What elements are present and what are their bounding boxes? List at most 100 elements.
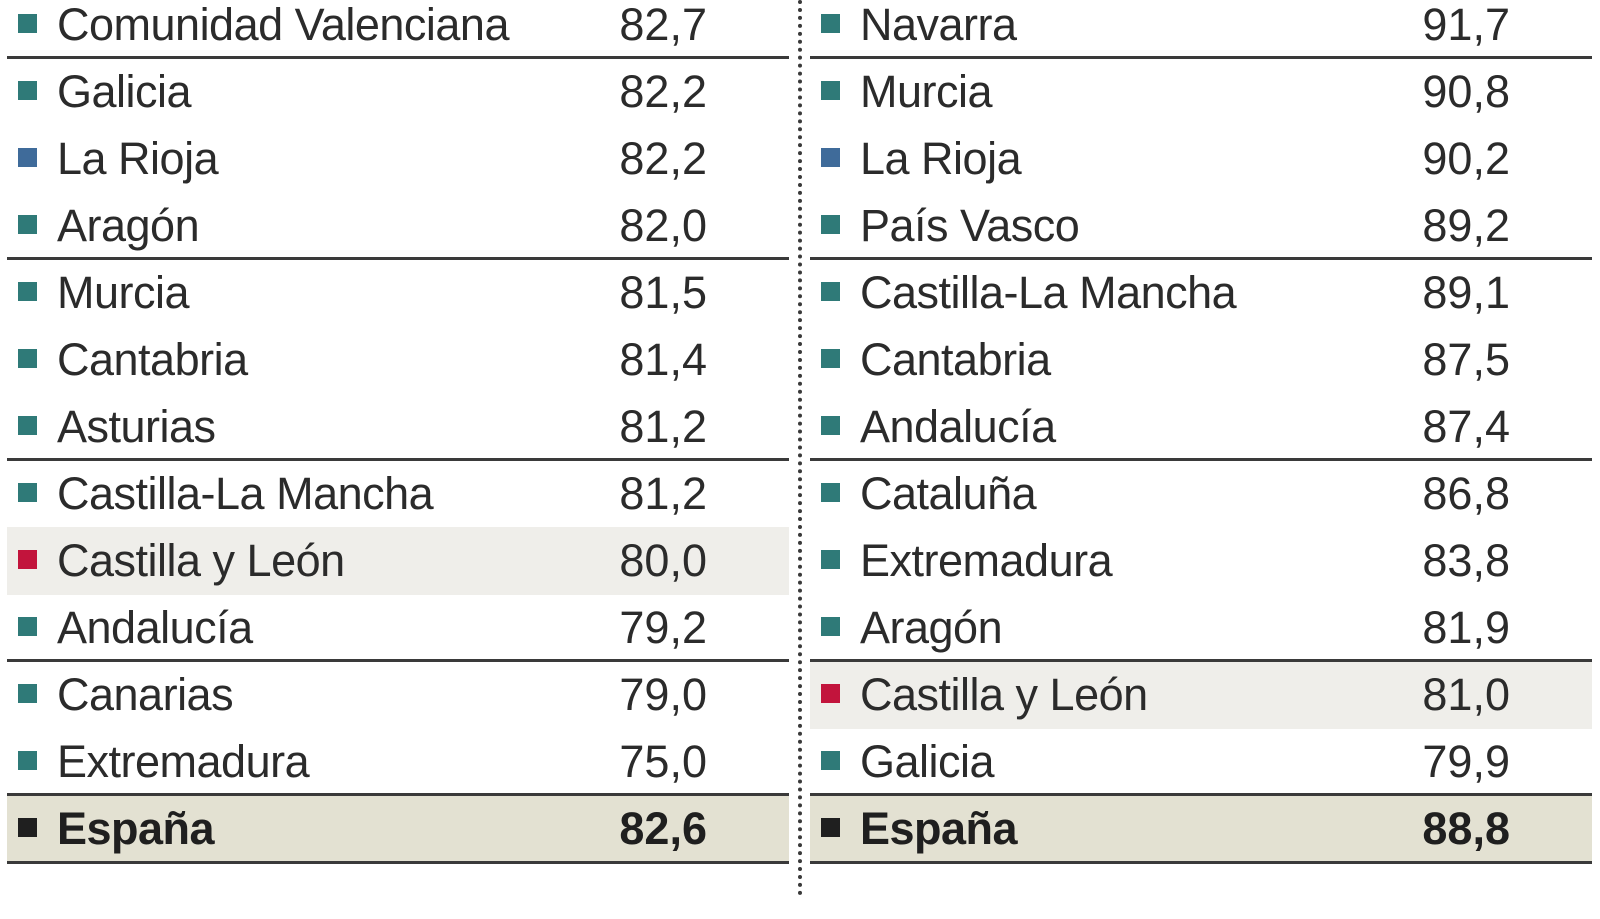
table-row: Murcia 81,5 <box>7 259 789 327</box>
legend-square-icon <box>18 684 37 703</box>
region-name: España <box>57 803 215 854</box>
region-value: 90,8 <box>1422 66 1510 117</box>
region-name: Canarias <box>57 669 234 720</box>
legend-square-icon <box>18 818 37 837</box>
region-name: La Rioja <box>860 133 1022 184</box>
legend-square-icon <box>18 416 37 435</box>
region-value: 91,7 <box>1422 0 1510 50</box>
table-row: Galicia 82,2 <box>7 58 789 126</box>
region-value: 83,8 <box>1422 535 1510 586</box>
legend-square-icon <box>18 215 37 234</box>
legend-square-icon <box>821 349 840 368</box>
row-separator <box>7 793 789 796</box>
region-value: 82,0 <box>619 200 707 251</box>
table-bottom-rule <box>810 861 1592 864</box>
region-value: 86,8 <box>1422 468 1510 519</box>
legend-square-icon <box>18 14 37 33</box>
region-value: 75,0 <box>619 736 707 787</box>
table-row: Aragón 81,9 <box>810 594 1592 662</box>
table-row: Comunidad Valenciana 82,7 <box>7 0 789 59</box>
region-value: 82,2 <box>619 66 707 117</box>
table-row: Canarias 79,0 <box>7 661 789 729</box>
region-name: Aragón <box>57 200 200 251</box>
table-row: Andalucía 87,4 <box>810 393 1592 461</box>
region-value: 81,2 <box>619 401 707 452</box>
row-separator <box>810 56 1592 59</box>
row-separator <box>810 257 1592 260</box>
region-value: 81,2 <box>619 468 707 519</box>
table-row: Castilla y León 80,0 <box>7 527 789 595</box>
region-name: Castilla-La Mancha <box>57 468 434 519</box>
region-name: Castilla-La Mancha <box>860 267 1237 318</box>
table-row: País Vasco 89,2 <box>810 192 1592 260</box>
legend-square-icon <box>821 684 840 703</box>
table-total-row: España 82,6 <box>7 795 789 863</box>
legend-square-icon <box>18 282 37 301</box>
legend-square-icon <box>18 148 37 167</box>
region-name: Cantabria <box>860 334 1051 385</box>
region-name: Castilla y León <box>57 535 345 586</box>
region-name: Cantabria <box>57 334 248 385</box>
region-value: 81,9 <box>1422 602 1510 653</box>
region-value: 87,5 <box>1422 334 1510 385</box>
region-value: 89,2 <box>1422 200 1510 251</box>
table-row: Aragón 82,0 <box>7 192 789 260</box>
legend-square-icon <box>821 550 840 569</box>
table-row: Andalucía 79,2 <box>7 594 789 662</box>
table-row: Galicia 79,9 <box>810 728 1592 796</box>
legend-square-icon <box>18 751 37 770</box>
legend-square-icon <box>821 483 840 502</box>
region-value: 80,0 <box>619 535 707 586</box>
region-name: Murcia <box>860 66 993 117</box>
legend-square-icon <box>821 215 840 234</box>
column-divider <box>798 0 802 896</box>
legend-square-icon <box>821 81 840 100</box>
region-name: Asturias <box>57 401 216 452</box>
region-value: 79,0 <box>619 669 707 720</box>
table-row: Castilla-La Mancha 89,1 <box>810 259 1592 327</box>
region-value: 87,4 <box>1422 401 1510 452</box>
row-separator <box>810 458 1592 461</box>
table-row: Asturias 81,2 <box>7 393 789 461</box>
row-separator <box>810 659 1592 662</box>
region-name: España <box>860 803 1018 854</box>
region-value: 89,1 <box>1422 267 1510 318</box>
region-name: Galicia <box>57 66 192 117</box>
region-value: 82,2 <box>619 133 707 184</box>
region-name: Galicia <box>860 736 995 787</box>
region-name: Castilla y León <box>860 669 1148 720</box>
legend-square-icon <box>821 148 840 167</box>
legend-square-icon <box>18 550 37 569</box>
table-row: Murcia 90,8 <box>810 58 1592 126</box>
row-separator <box>7 257 789 260</box>
row-separator <box>7 458 789 461</box>
legend-square-icon <box>821 751 840 770</box>
region-name: Extremadura <box>57 736 310 787</box>
region-value: 82,6 <box>619 803 707 854</box>
region-value: 81,0 <box>1422 669 1510 720</box>
row-separator <box>7 56 789 59</box>
table-row: Castilla y León 81,0 <box>810 661 1592 729</box>
table-row: Cantabria 87,5 <box>810 326 1592 394</box>
region-value: 79,2 <box>619 602 707 653</box>
region-value: 90,2 <box>1422 133 1510 184</box>
region-name: Extremadura <box>860 535 1113 586</box>
region-name: Comunidad Valenciana <box>57 0 509 50</box>
region-name: Aragón <box>860 602 1003 653</box>
legend-square-icon <box>821 14 840 33</box>
table-total-row: España 88,8 <box>810 795 1592 863</box>
table-row: Cataluña 86,8 <box>810 460 1592 528</box>
legend-square-icon <box>18 349 37 368</box>
region-name: Andalucía <box>860 401 1056 452</box>
legend-square-icon <box>821 818 840 837</box>
region-value: 79,9 <box>1422 736 1510 787</box>
table-row: Cantabria 81,4 <box>7 326 789 394</box>
table-row: La Rioja 82,2 <box>7 125 789 193</box>
region-name: Cataluña <box>860 468 1037 519</box>
region-name: Andalucía <box>57 602 253 653</box>
legend-square-icon <box>18 617 37 636</box>
region-value: 81,4 <box>619 334 707 385</box>
row-separator <box>7 659 789 662</box>
region-name: Murcia <box>57 267 190 318</box>
legend-square-icon <box>18 483 37 502</box>
